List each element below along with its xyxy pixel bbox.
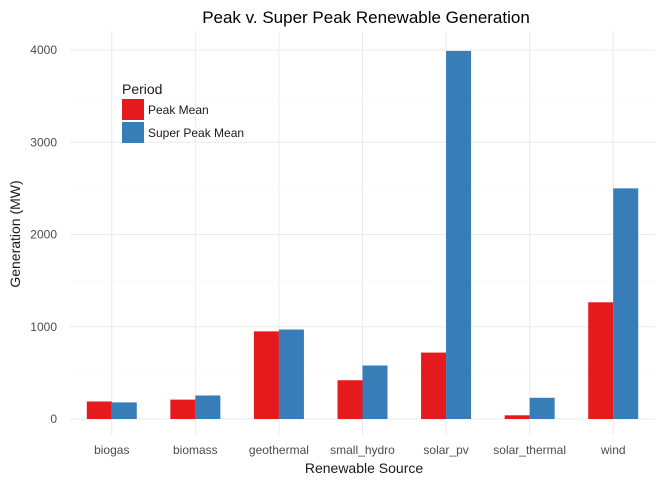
bar-biogas-super-peak-mean (111, 402, 137, 419)
x-tick-label: biomass (173, 443, 218, 457)
legend-items: Peak Mean Super Peak Mean (122, 99, 244, 143)
bar-wind-super-peak-mean (613, 188, 639, 419)
bar-biomass-super-peak-mean (195, 395, 221, 419)
bar-small_hydro-peak-mean (337, 380, 363, 419)
x-tick-label: small_hydro (330, 443, 395, 457)
bar-wind-peak-mean (588, 302, 614, 419)
x-axis-title: Renewable Source (305, 460, 424, 476)
y-axis-ticks: 0 1000 2000 3000 4000 (30, 43, 57, 426)
legend-title: Period (122, 81, 162, 97)
bar-geothermal-peak-mean (253, 331, 279, 419)
bar-small_hydro-super-peak-mean (362, 365, 388, 419)
bar-solar_thermal-peak-mean (504, 415, 530, 419)
x-tick-label: solar_thermal (493, 443, 566, 457)
bar-solar_thermal-super-peak-mean (529, 397, 555, 419)
legend-swatch (122, 122, 144, 143)
y-tick-label: 3000 (30, 135, 57, 149)
x-tick-label: geothermal (249, 443, 309, 457)
y-tick-label: 1000 (30, 320, 57, 334)
x-tick-label: wind (600, 443, 626, 457)
y-tick-label: 0 (50, 412, 57, 426)
bar-biomass-peak-mean (170, 399, 196, 419)
y-tick-label: 4000 (30, 43, 57, 57)
legend-swatch (122, 99, 144, 120)
bar-solar_pv-super-peak-mean (446, 50, 472, 420)
legend-label: Super Peak Mean (148, 126, 244, 140)
chart-title: Peak v. Super Peak Renewable Generation (202, 8, 530, 27)
x-tick-label: biogas (94, 443, 129, 457)
bar-biogas-peak-mean (86, 401, 112, 419)
legend: Period Peak Mean Super Peak Mean (122, 81, 244, 143)
legend-label: Peak Mean (148, 103, 209, 117)
bars (86, 50, 639, 420)
bar-geothermal-super-peak-mean (278, 329, 304, 419)
y-axis-title: Generation (MW) (7, 180, 23, 287)
y-tick-label: 2000 (30, 228, 57, 242)
x-tick-label: solar_pv (423, 443, 468, 457)
x-axis-ticks: biogas biomass geothermal small_hydro solar_… (94, 443, 625, 457)
bar-solar_pv-peak-mean (421, 352, 447, 419)
